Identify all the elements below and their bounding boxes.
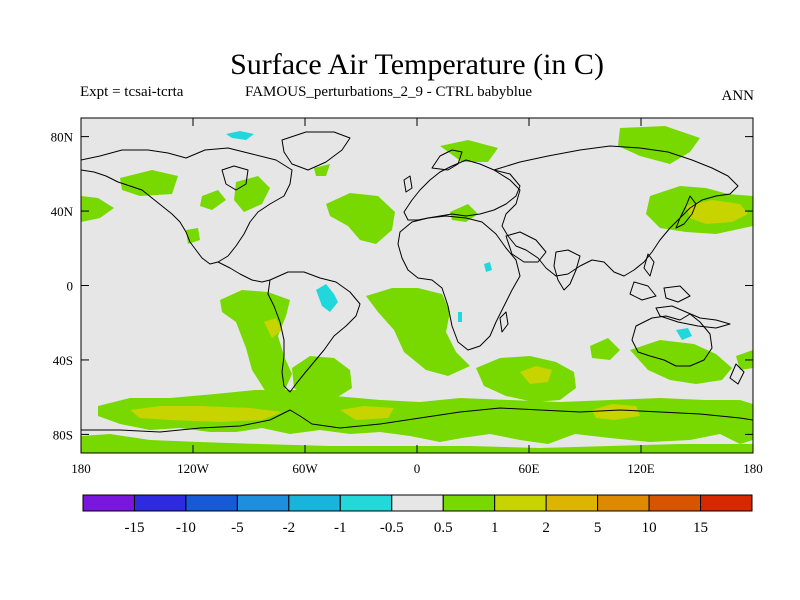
lat-tick-label: 40S [53,353,73,368]
colorbar-label: 1 [491,520,499,536]
contour-region-amazon-cyan [316,284,338,312]
contour-region-patagonia-sea [292,356,352,398]
contour-region-labrador [200,190,226,210]
coast-uk [403,175,413,193]
colorbar-label: 10 [642,520,657,536]
contour-region-greenland-sea [314,164,330,176]
colorbar-label: 2 [542,520,550,536]
colorbar-swatch [648,494,702,512]
experiment-name: FAMOUS_perturbations_2_9 - CTRL babyblue [245,84,533,100]
colorbar-label: 15 [693,520,708,536]
colorbar-swatch [133,494,187,512]
coast-se-asia-islands [629,281,731,329]
coast-central-america [217,261,271,283]
colorbar: -15 -10 -5 -2 -1 -0.5 0.5 1 2 5 10 15 [82,494,753,536]
colorbar-label: -10 [176,520,196,536]
map-axes: 180 120W 60W 0 60E 120E 180 80N 40N 0 40S 80S [51,118,763,476]
contour-region-australia-sea [630,340,732,384]
colorbar-label: -15 [124,520,144,536]
lon-tick-label: 0 [414,461,421,476]
colorbar-label: -2 [283,520,296,536]
colorbar-swatch [494,494,547,512]
colorbar-swatch [700,494,753,512]
plot-title: Surface Air Temperature (in C) [230,48,604,81]
contour-neg-0.5 [226,131,692,340]
lon-tick-label: 60W [292,461,318,476]
contour-region-so-peak-3 [592,404,640,420]
map-panel: 180 120W 60W 0 60E 120E 180 80N 40N 0 40S 80S [51,117,763,476]
contour-region-canada [120,170,178,196]
contour-region-s-pacific-east [220,290,292,392]
contour-region-indian-peak [520,366,552,384]
lon-tick-label: 180 [71,461,91,476]
coast-antarctica [81,407,753,433]
anomaly-contours [81,126,753,453]
coast-australia [631,313,713,367]
contour-region-nw-pacific-peak [686,200,748,224]
season-label: ANN [721,88,755,104]
colorbar-label: 5 [594,520,602,536]
coast-philippines [643,253,655,277]
coastlines [81,131,753,433]
colorbar-swatch [442,494,496,512]
coast-india [553,249,581,291]
lon-tick-label: 120W [177,461,210,476]
contour-region-africa-cyan-2 [458,312,462,322]
colorbar-swatch [236,494,290,512]
colorbar-swatch [597,494,650,512]
contour-region-hudson [234,176,270,212]
experiment-label: Expt = tcsai-tcrta [80,84,184,100]
coast-hudson-bay [221,165,249,191]
coast-arabia [505,231,547,263]
contour-region-n-atlantic [326,193,395,244]
colorbar-label: 0.5 [434,520,453,536]
colorbar-swatch [391,494,444,512]
contour-region-tasman [736,350,753,370]
coast-madagascar [499,311,509,333]
colorbar-label: -5 [231,520,244,536]
contour-region-s-atlantic [366,288,470,376]
coast-japan [675,195,697,229]
coast-scandinavia [431,149,463,171]
contour-region-so-peak-2 [340,406,394,420]
contour-region-sw-pacific [590,338,620,360]
lat-tick-label: 0 [67,279,74,294]
contour-region-africa-cyan-1 [484,262,492,272]
contour-region-n-pacific-east [81,196,114,222]
lon-tick-label: 60E [519,461,540,476]
contour-region-arctic-siberia [440,140,498,162]
contour-region-s-pacific-peak [264,318,282,338]
contour-region-south-pole [81,434,753,453]
lat-tick-label: 80S [53,427,73,442]
colorbar-swatch [339,494,393,512]
lon-tick-label: 180 [743,461,763,476]
contour-region-so-peak-1 [130,406,282,422]
coast-new-zealand [729,363,745,385]
coast-north-america [81,147,293,265]
coast-africa [397,215,521,351]
lon-tick-label: 120E [627,461,655,476]
coast-greenland [281,131,351,171]
colorbar-swatch [545,494,599,512]
colorbar-label: -0.5 [380,520,404,536]
contour-region-arctic-cyan [226,131,254,140]
coast-south-america [267,271,361,393]
colorbar-label: -1 [334,520,347,536]
colorbar-swatch [185,494,238,512]
contour-region-australia-cyan [676,328,692,340]
lat-tick-label: 80N [51,130,74,145]
colorbar-swatch [288,494,341,512]
lat-tick-label: 40N [51,204,74,219]
contour-region-arctic-east [618,126,700,164]
contour-1-2 [130,200,748,422]
colorbar-swatch [82,494,135,512]
coast-asia [493,145,739,277]
